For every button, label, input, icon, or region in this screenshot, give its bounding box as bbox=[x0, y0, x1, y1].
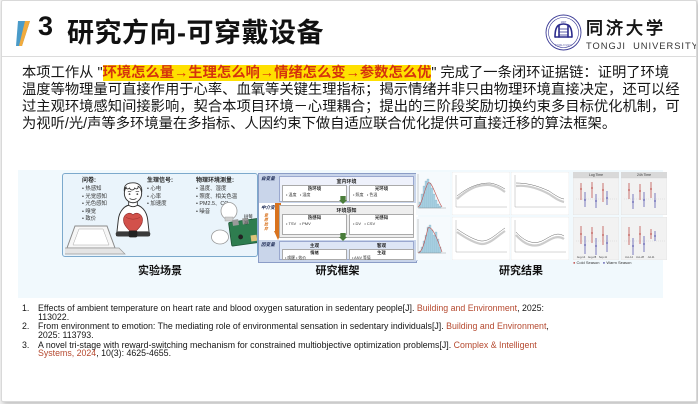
svg-text:24h Time: 24h Time bbox=[637, 173, 651, 177]
svg-text:Aug-28: Aug-28 bbox=[588, 255, 597, 259]
svg-text:Jun-14: Jun-14 bbox=[625, 255, 633, 259]
svg-text:Jul-11: Jul-11 bbox=[648, 255, 655, 259]
svg-text:Sep-11: Sep-11 bbox=[599, 255, 608, 259]
svg-text:Jun-28: Jun-28 bbox=[636, 255, 644, 259]
svg-text:Aug-14: Aug-14 bbox=[577, 255, 586, 259]
svg-text:Log Time: Log Time bbox=[589, 173, 603, 177]
svg-text:TONGJI UNIV: TONGJI UNIV bbox=[555, 45, 572, 47]
